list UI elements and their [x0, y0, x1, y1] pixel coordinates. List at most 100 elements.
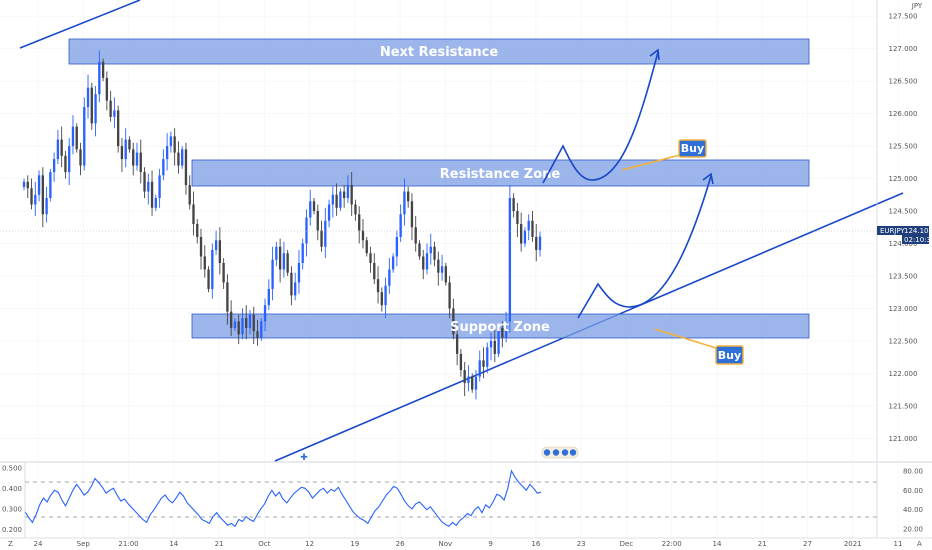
rsi-pane[interactable]: 0.500 0.400 0.300 0.200 80.00 60.00 40.00 20.0…: [2, 463, 923, 537]
countdown-timer: 02:10:33: [904, 236, 932, 244]
lower-projection-arrowhead: [702, 172, 714, 185]
time-tick-label: Sep: [77, 540, 91, 548]
candle-body: [196, 224, 199, 237]
event-marker-group[interactable]: [541, 446, 579, 459]
candle-body: [30, 188, 33, 205]
candle-body: [425, 253, 429, 270]
projection-paths: [542, 48, 714, 319]
candle-body: [135, 152, 139, 166]
price-axis[interactable]: JPY 127.500 127.000 126.500 126.000 125.500 1…: [876, 0, 932, 461]
support-zone: [191, 313, 810, 339]
candle-body: [440, 266, 444, 273]
candle-body: [531, 220, 534, 237]
candle-body: [222, 262, 225, 283]
rsi-line: [24, 469, 542, 528]
symbol-name: EURJPY: [880, 227, 906, 235]
candle-body: [535, 236, 538, 250]
candle-body: [346, 185, 350, 199]
candle-body: [294, 282, 297, 296]
candle-body: [26, 181, 29, 189]
candle-body: [86, 87, 90, 108]
candle-body: [489, 340, 493, 348]
candle-body: [79, 149, 82, 166]
candle-body: [520, 224, 523, 244]
candle-body: [271, 259, 274, 289]
buy-callout-upper: [678, 139, 707, 158]
time-axis-left-button[interactable]: Z: [8, 540, 13, 548]
candle-body: [463, 370, 466, 384]
candle-body: [418, 243, 421, 257]
time-tick-label: 14: [712, 540, 721, 548]
candle-body: [380, 292, 383, 306]
event-marker-icon[interactable]: [569, 449, 577, 456]
candle-body: [256, 331, 259, 338]
candle-body: [64, 155, 67, 173]
candle-body: [403, 191, 406, 215]
candle-body: [233, 321, 237, 328]
resistance-zone: [191, 159, 810, 187]
candle-body: [109, 100, 112, 117]
candle-body: [94, 94, 97, 124]
candle-body: [237, 321, 240, 335]
price-pane[interactable]: Next Resistance Resistance Zone Support …: [0, 0, 904, 537]
candle-body: [275, 246, 278, 260]
candle-body: [316, 211, 319, 231]
price-tick-label: 127.000: [889, 45, 918, 53]
candle-body: [248, 314, 252, 328]
candle-body: [388, 269, 391, 286]
candle-body: [260, 321, 263, 338]
candle-body: [113, 110, 116, 117]
time-axis[interactable]: Z 24 Sep 21:00 14 21 Oct 12 19 26 Nov 9 16 23 Dec 22:0…: [0, 537, 932, 548]
time-tick-label: 14: [169, 540, 178, 548]
candle-body: [147, 181, 150, 192]
candle-body: [452, 308, 455, 335]
event-marker-icon[interactable]: [543, 449, 551, 456]
candle-body: [309, 201, 312, 218]
candle-body: [474, 376, 478, 390]
candle-body: [139, 152, 142, 173]
candle-body: [45, 198, 48, 215]
rsi-right-tick-label: 60.00: [903, 487, 923, 495]
price-tick-label: 123.500: [889, 272, 918, 280]
candle-body: [455, 334, 459, 354]
candle-body: [478, 360, 481, 377]
event-markers[interactable]: [541, 446, 579, 459]
candle-body: [68, 146, 71, 173]
candle-body: [34, 194, 37, 205]
time-tick-label: Dec: [620, 540, 634, 548]
candle-body: [52, 159, 56, 173]
candle-body: [181, 149, 184, 166]
event-marker-icon[interactable]: [561, 449, 569, 456]
candle-body: [41, 175, 44, 215]
candle-body: [124, 139, 127, 160]
candle-body: [414, 227, 417, 244]
buy-callout-lower-text: Buy: [718, 349, 741, 362]
candle-body: [83, 107, 86, 166]
candle-body: [369, 253, 372, 263]
candle-body: [512, 198, 515, 212]
buy-callout-pointer-lower: [654, 328, 717, 349]
price-tick-label: 123.000: [889, 305, 918, 313]
event-marker-icon[interactable]: [552, 449, 560, 456]
candle-body: [75, 126, 78, 150]
candles: [22, 50, 542, 400]
candle-body: [448, 282, 451, 309]
time-tick-label: 12: [305, 540, 314, 548]
time-tick-label: 21:00: [118, 540, 138, 548]
top-trendline: [19, 0, 141, 49]
time-tick-label: 19: [350, 540, 359, 548]
countdown-tag: [902, 235, 929, 244]
price-tick-label: 125.000: [889, 175, 918, 183]
candle-body: [245, 318, 248, 328]
next-resistance-label: Next Resistance: [380, 45, 499, 60]
candle-body: [297, 262, 301, 283]
candle-body: [177, 152, 180, 166]
time-tick-label: 21: [758, 540, 767, 548]
candle-body: [278, 246, 282, 270]
dividend-marker-icon[interactable]: ✚: [300, 453, 308, 463]
candle-body: [116, 110, 120, 147]
auto-scale-button[interactable]: A: [917, 540, 922, 548]
candle-body: [49, 172, 52, 199]
time-tick-label: 2021: [844, 540, 862, 548]
